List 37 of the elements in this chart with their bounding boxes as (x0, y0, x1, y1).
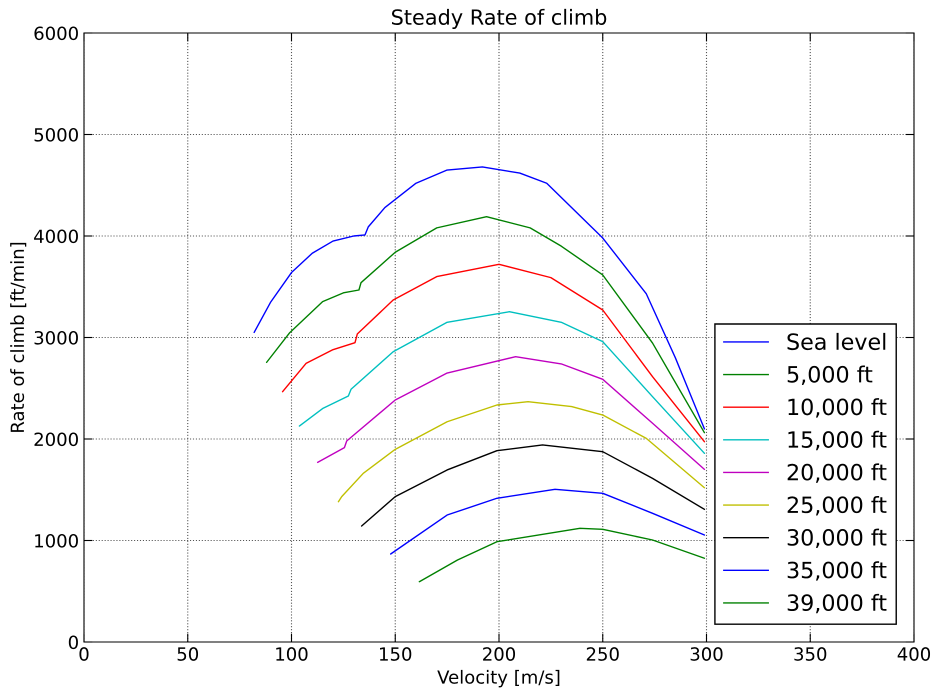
x-axis-title: Velocity [m/s] (437, 670, 560, 688)
legend-label: Sea level (787, 332, 886, 350)
x-tick-label: 0 (79, 647, 89, 661)
x-tick-label: 400 (898, 647, 930, 661)
x-tick-label: 100 (276, 647, 308, 661)
legend-label: 25,000 ft (788, 496, 886, 516)
line-series (298, 311, 706, 454)
legend-label: 30,000 ft (788, 528, 886, 548)
legend-label: 5,000 ft (788, 366, 872, 385)
y-tick-label: 3000 (34, 330, 78, 345)
x-tick-label: 250 (586, 647, 619, 661)
x-tick-label: 350 (794, 647, 826, 661)
y-tick-label: 1000 (35, 534, 78, 548)
line-series (253, 166, 706, 430)
x-tick-label: 300 (690, 647, 723, 661)
x-tick-label: 150 (380, 647, 412, 661)
legend-label: 15,000 ft (788, 430, 886, 450)
legend-label: 35,000 ft (788, 561, 886, 581)
y-tick-label: 0 (68, 635, 78, 650)
line-series (418, 528, 706, 582)
line-series (282, 264, 706, 442)
legend-label: 10,000 ft (788, 398, 886, 418)
line-series (338, 400, 706, 502)
y-tick-label: 6000 (34, 26, 78, 40)
line-series (390, 488, 706, 555)
chart-title: Steady Rate of climb (392, 8, 606, 29)
legend-label: 20,000 ft (788, 463, 886, 483)
y-tick-label: 5000 (34, 128, 78, 142)
y-tick-label: 2000 (34, 432, 78, 446)
y-tick-label: 4000 (34, 229, 78, 244)
y-axis-title: Rate of climb [ft/min] (10, 242, 26, 432)
line-series (360, 444, 706, 527)
x-tick-label: 200 (483, 647, 516, 661)
legend-label: 39,000 ft (788, 594, 886, 614)
line-series (316, 356, 706, 470)
line-series (266, 216, 706, 434)
x-tick-label: 50 (178, 647, 198, 661)
